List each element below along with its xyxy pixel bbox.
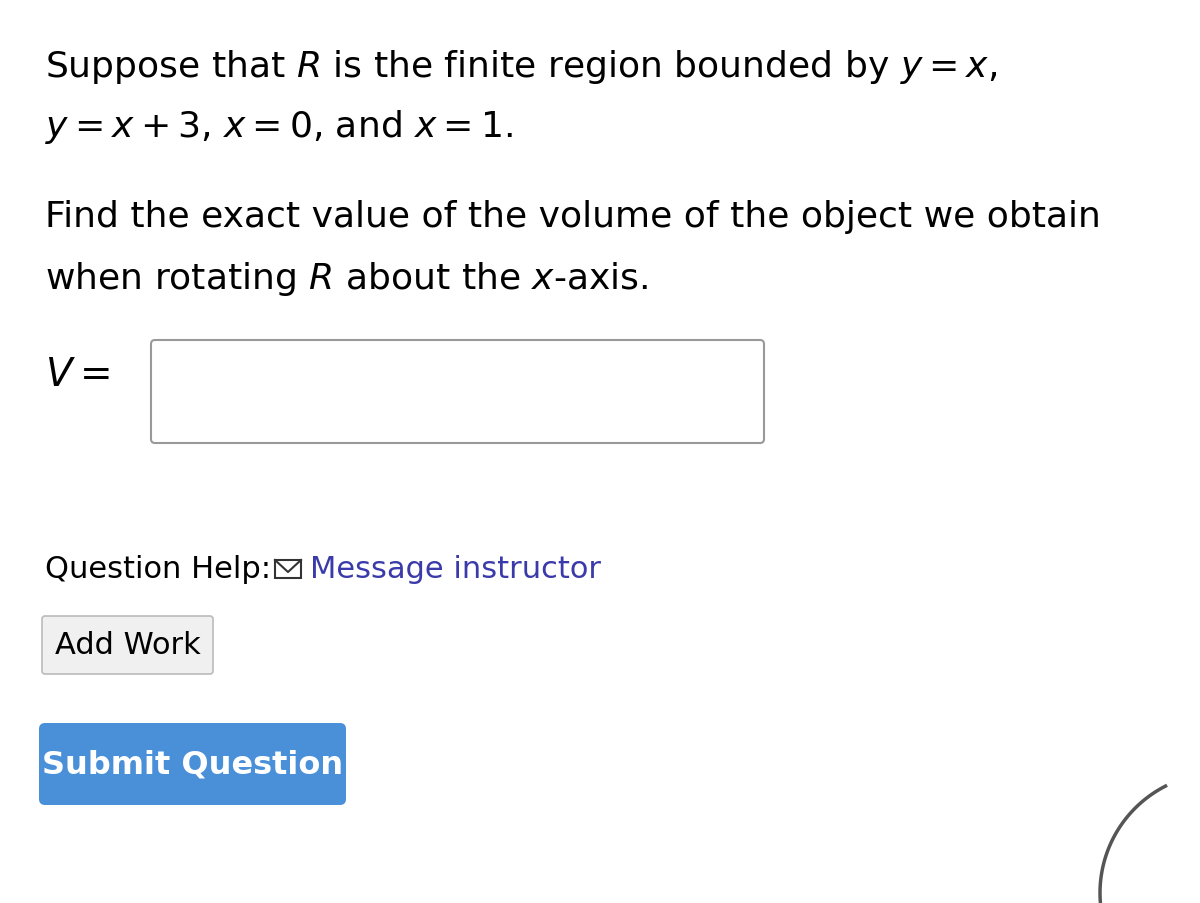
FancyBboxPatch shape	[42, 617, 214, 675]
FancyBboxPatch shape	[151, 340, 764, 443]
Text: Add Work: Add Work	[55, 631, 200, 660]
FancyBboxPatch shape	[38, 723, 346, 805]
Text: Find the exact value of the volume of the object we obtain: Find the exact value of the volume of th…	[46, 200, 1100, 234]
Text: Submit Question: Submit Question	[42, 749, 343, 779]
FancyBboxPatch shape	[275, 561, 301, 578]
Text: Suppose that $R$ is the finite region bounded by $y = x$,: Suppose that $R$ is the finite region bo…	[46, 48, 997, 86]
Text: $y = x + 3$, $x = 0$, and $x = 1$.: $y = x + 3$, $x = 0$, and $x = 1$.	[46, 107, 512, 146]
Text: Message instructor: Message instructor	[310, 554, 601, 584]
Text: when rotating $R$ about the $x$-axis.: when rotating $R$ about the $x$-axis.	[46, 260, 648, 298]
Text: Question Help:: Question Help:	[46, 554, 271, 584]
Text: $V = $: $V = $	[46, 356, 109, 394]
